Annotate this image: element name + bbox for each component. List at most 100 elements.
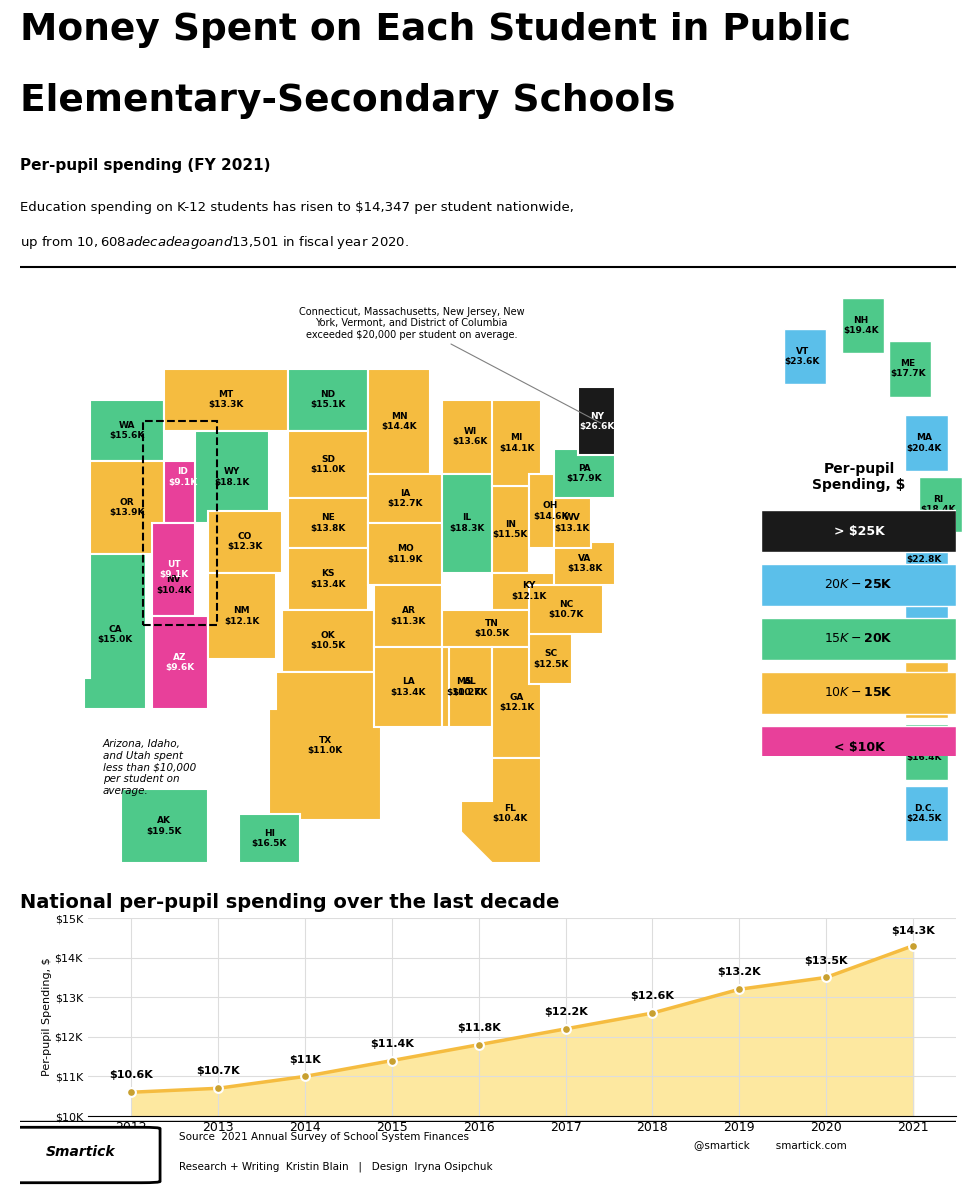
Text: AR
$11.3K: AR $11.3K	[390, 606, 427, 625]
Polygon shape	[442, 474, 492, 572]
Polygon shape	[492, 647, 542, 758]
Point	[210, 1079, 225, 1098]
Point	[905, 936, 920, 955]
Text: AL
$10.7K: AL $10.7K	[453, 677, 488, 697]
Polygon shape	[90, 462, 164, 554]
Text: OK
$10.5K: OK $10.5K	[310, 631, 346, 650]
Text: $10K - $15K: $10K - $15K	[825, 686, 893, 700]
Point	[818, 967, 834, 986]
Polygon shape	[368, 523, 442, 584]
Text: NC
$10.7K: NC $10.7K	[549, 600, 584, 619]
Text: AZ
$9.6K: AZ $9.6K	[165, 653, 194, 672]
Text: Money Spent on Each Student in Public: Money Spent on Each Student in Public	[20, 12, 850, 48]
Text: Arizona, Idaho,
and Utah spent
less than $10,000
per student on
average.: Arizona, Idaho, and Utah spent less than…	[102, 739, 196, 796]
Polygon shape	[84, 554, 145, 708]
Text: $10.6K: $10.6K	[109, 1070, 153, 1080]
Text: Research + Writing  Kristin Blain   |   Design  Iryna Osipchuk: Research + Writing Kristin Blain | Desig…	[179, 1162, 493, 1172]
Polygon shape	[553, 498, 590, 548]
Text: Connecticut, Massachusetts, New Jersey, New
York, Vermont, and District of Colum: Connecticut, Massachusetts, New Jersey, …	[299, 306, 600, 424]
FancyBboxPatch shape	[906, 527, 948, 582]
FancyBboxPatch shape	[906, 415, 948, 470]
Text: WY
$18.1K: WY $18.1K	[215, 467, 250, 486]
Text: National per-pupil spending over the last decade: National per-pupil spending over the las…	[20, 894, 559, 912]
Text: OR
$13.9K: OR $13.9K	[109, 498, 145, 517]
Text: NV
$10.4K: NV $10.4K	[156, 575, 191, 595]
Text: NE
$13.8K: NE $13.8K	[310, 514, 346, 533]
Text: $11.4K: $11.4K	[370, 1039, 414, 1049]
Text: $12.6K: $12.6K	[630, 991, 674, 1001]
Text: KY
$12.1K: KY $12.1K	[511, 582, 547, 601]
Text: RI
$18.4K: RI $18.4K	[920, 494, 956, 515]
Text: NM
$12.1K: NM $12.1K	[224, 606, 260, 625]
Polygon shape	[529, 474, 572, 548]
Point	[123, 1082, 139, 1102]
Text: IL
$18.3K: IL $18.3K	[450, 514, 485, 533]
Text: $13.5K: $13.5K	[804, 955, 848, 966]
Text: TX
$11.0K: TX $11.0K	[307, 736, 343, 755]
FancyBboxPatch shape	[906, 786, 948, 841]
Text: D.C.
$24.5K: D.C. $24.5K	[907, 804, 942, 823]
Text: $11K: $11K	[289, 1055, 321, 1064]
Text: PA
$17.9K: PA $17.9K	[567, 464, 602, 484]
Text: LA
$13.4K: LA $13.4K	[390, 677, 427, 697]
Text: AK
$19.5K: AK $19.5K	[146, 816, 183, 835]
Polygon shape	[288, 548, 368, 610]
FancyBboxPatch shape	[761, 510, 956, 552]
FancyBboxPatch shape	[761, 726, 956, 768]
Polygon shape	[288, 431, 368, 498]
Polygon shape	[553, 449, 616, 498]
FancyBboxPatch shape	[906, 724, 948, 780]
Text: SC
$12.5K: SC $12.5K	[533, 649, 568, 668]
Text: up from $10,608 a decade ago and $13,501 in fiscal year 2020.: up from $10,608 a decade ago and $13,501…	[20, 234, 409, 251]
FancyBboxPatch shape	[919, 476, 961, 533]
Text: UT
$9.1K: UT $9.1K	[159, 560, 188, 580]
Text: CA
$15.0K: CA $15.0K	[98, 625, 133, 644]
Text: Per-pupil
Spending, $: Per-pupil Spending, $	[812, 462, 906, 492]
Polygon shape	[269, 672, 381, 820]
Text: NJ
$22.2K: NJ $22.2K	[907, 618, 942, 638]
Text: $10.7K: $10.7K	[196, 1067, 240, 1076]
Polygon shape	[442, 647, 486, 727]
Polygon shape	[288, 498, 368, 548]
Polygon shape	[195, 431, 269, 523]
FancyBboxPatch shape	[1, 1127, 160, 1183]
Text: $13.2K: $13.2K	[717, 967, 761, 977]
Text: CT
$22.8K: CT $22.8K	[907, 545, 942, 564]
Text: IA
$12.7K: IA $12.7K	[387, 488, 424, 508]
Text: IN
$11.5K: IN $11.5K	[493, 520, 528, 539]
Text: DE
$56.4K: DE $56.4K	[907, 680, 942, 700]
Polygon shape	[492, 400, 542, 486]
Polygon shape	[449, 647, 492, 727]
Polygon shape	[152, 616, 208, 708]
FancyBboxPatch shape	[906, 662, 948, 718]
Polygon shape	[492, 486, 529, 572]
Polygon shape	[529, 635, 572, 684]
Polygon shape	[442, 400, 498, 474]
Text: MI
$14.1K: MI $14.1K	[499, 433, 534, 452]
Polygon shape	[164, 368, 288, 431]
FancyBboxPatch shape	[238, 814, 301, 863]
Text: WA
$15.6K: WA $15.6K	[109, 421, 145, 440]
Point	[557, 1019, 573, 1038]
FancyBboxPatch shape	[761, 672, 956, 714]
Polygon shape	[288, 368, 368, 431]
Text: ME
$17.7K: ME $17.7K	[890, 359, 925, 378]
Text: TN
$10.5K: TN $10.5K	[474, 618, 509, 638]
FancyBboxPatch shape	[90, 400, 164, 462]
FancyBboxPatch shape	[121, 788, 208, 863]
FancyBboxPatch shape	[889, 341, 931, 396]
Polygon shape	[529, 584, 603, 635]
Text: $12.2K: $12.2K	[544, 1007, 588, 1016]
Point	[471, 1036, 487, 1055]
Text: > $25K: > $25K	[834, 524, 884, 538]
Text: GA
$12.1K: GA $12.1K	[499, 692, 534, 712]
Text: WI
$13.6K: WI $13.6K	[453, 427, 488, 446]
Polygon shape	[282, 610, 375, 672]
Polygon shape	[553, 541, 616, 584]
Polygon shape	[208, 511, 282, 572]
Polygon shape	[375, 584, 442, 647]
Text: $15K - $20K: $15K - $20K	[825, 632, 893, 646]
Polygon shape	[368, 474, 442, 523]
Text: $14.3K: $14.3K	[891, 926, 935, 936]
FancyBboxPatch shape	[842, 298, 884, 353]
